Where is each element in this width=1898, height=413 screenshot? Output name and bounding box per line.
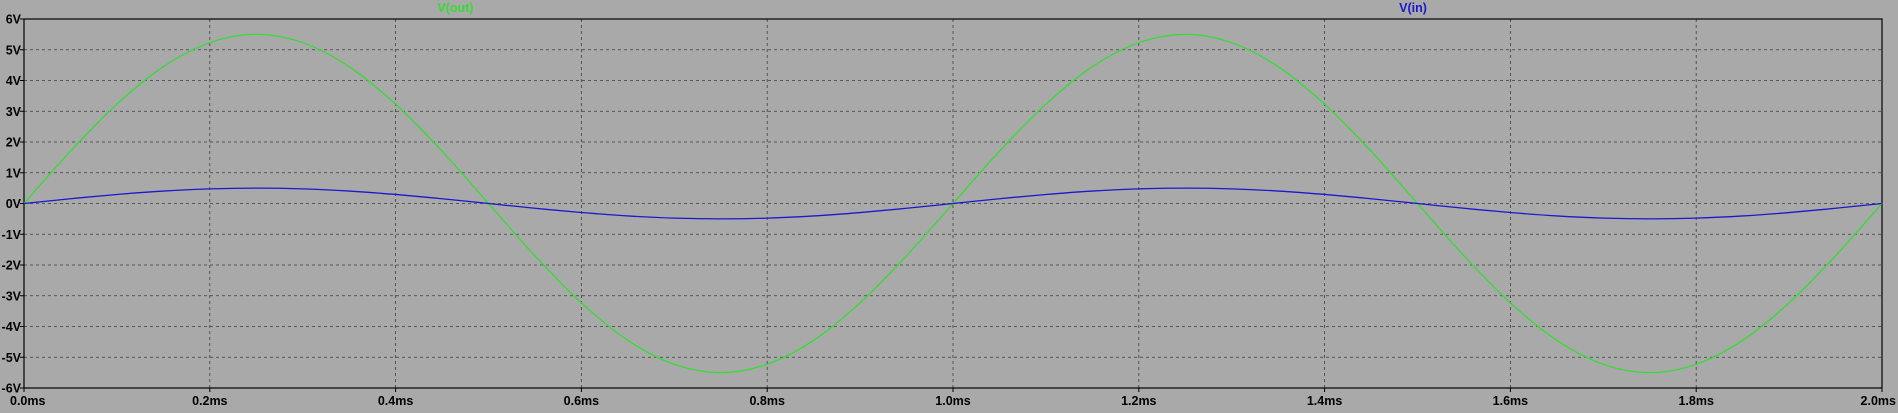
x-tick-label: 0.2ms	[192, 394, 227, 408]
x-tick-label: 0.0ms	[10, 394, 45, 408]
y-tick-label: 3V	[6, 105, 22, 119]
x-axis: 0.0ms 0.2ms 0.4ms 0.6ms 0.8ms 1.0ms 1.2ms 1.4ms…	[10, 388, 1896, 408]
y-tick-label: 4V	[6, 74, 22, 88]
y-tick-label: 1V	[6, 166, 22, 180]
y-tick-label: 6V	[6, 13, 22, 27]
x-tick-label: 1.4ms	[1307, 394, 1342, 408]
y-tick-label: 0V	[6, 197, 22, 211]
y-tick-label: -5V	[2, 351, 22, 365]
y-tick-label: -1V	[2, 228, 22, 242]
x-tick-label: 0.6ms	[564, 394, 599, 408]
y-axis: 6V 5V 4V 3V 2V 1V 0V -1V -2V -3V -4V -5V -6V	[2, 13, 24, 396]
x-tick-label: 0.8ms	[749, 394, 784, 408]
legend-label-v-out[interactable]: V(out)	[437, 1, 473, 15]
grid-lines	[24, 19, 1882, 388]
x-tick-label: 0.4ms	[378, 394, 413, 408]
trace-v-in	[23, 187, 1883, 220]
x-tick-label: 1.8ms	[1678, 394, 1713, 408]
x-tick-label: 1.6ms	[1493, 394, 1528, 408]
y-tick-label: -2V	[2, 259, 22, 273]
x-tick-label: 1.2ms	[1121, 394, 1156, 408]
y-tick-label: 5V	[6, 43, 22, 57]
y-tick-label: -3V	[2, 289, 22, 303]
legend[interactable]: V(out) V(in)	[437, 1, 1427, 15]
legend-label-v-in[interactable]: V(in)	[1399, 1, 1427, 15]
x-tick-label: 2.0ms	[1861, 394, 1896, 408]
y-tick-label: -4V	[2, 320, 22, 334]
x-tick-label: 1.0ms	[935, 394, 970, 408]
y-tick-label: -6V	[2, 382, 22, 396]
traces	[23, 33, 1883, 374]
y-tick-label: 2V	[6, 136, 22, 150]
